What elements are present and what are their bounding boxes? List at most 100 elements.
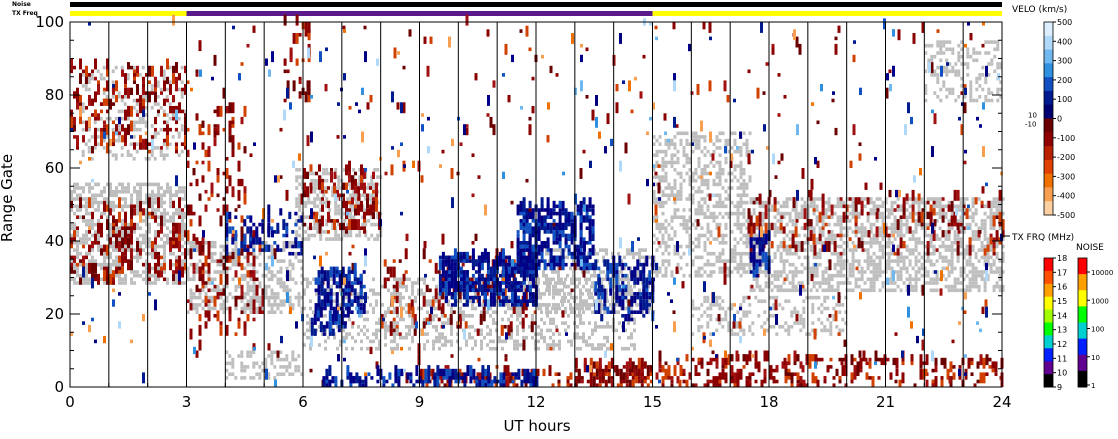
echo-cell <box>902 233 906 238</box>
echo-cell <box>945 40 949 44</box>
echo-cell <box>661 273 665 278</box>
echo-cell <box>606 339 609 344</box>
echo-cell <box>585 343 588 347</box>
echo-cell <box>824 288 828 293</box>
echo-cell <box>363 325 366 329</box>
echo-cell <box>141 120 145 125</box>
echo-cell <box>691 262 695 267</box>
echo-cell <box>823 306 827 311</box>
echo-cell <box>948 40 952 44</box>
echo-cell <box>142 219 145 223</box>
echo-cell <box>145 233 148 238</box>
echo-cell <box>240 299 244 303</box>
echo-cell <box>172 262 175 267</box>
echo-cell <box>545 306 548 311</box>
echo-cell <box>255 372 259 376</box>
echo-cell <box>929 241 933 245</box>
echo-cell <box>591 281 594 285</box>
echo-cell <box>824 208 828 212</box>
echo-cell <box>261 361 265 366</box>
echo-cell <box>70 255 73 260</box>
echo-cell <box>94 193 97 198</box>
echo-cell <box>992 226 996 230</box>
echo-cell <box>742 222 746 227</box>
echo-cell <box>679 175 683 179</box>
echo-cell <box>73 182 76 187</box>
echo-cell <box>984 40 988 44</box>
echo-cell <box>605 292 608 296</box>
echo-cell <box>537 325 540 329</box>
echo-cell <box>712 219 716 223</box>
echo-cell <box>688 197 692 201</box>
echo-cell <box>945 87 949 92</box>
echo-cell <box>358 230 362 234</box>
echo-cell <box>929 251 933 256</box>
echo-cell <box>785 197 789 201</box>
echo-cell <box>827 277 831 282</box>
echo-cell <box>724 178 728 183</box>
echo-cell <box>820 303 824 307</box>
echo-cell <box>139 241 142 245</box>
echo-cell <box>950 211 954 216</box>
echo-cell <box>166 241 169 245</box>
echo-cell <box>294 281 298 285</box>
echo-cell <box>82 186 85 190</box>
echo-cell <box>316 182 320 187</box>
echo-cell <box>679 244 683 249</box>
echo-cell <box>787 299 791 303</box>
echo-cell <box>384 328 387 333</box>
echo-cell <box>566 273 569 278</box>
echo-cell <box>706 208 710 212</box>
echo-cell <box>905 255 909 260</box>
echo-cell <box>661 189 665 194</box>
echo-cell <box>192 306 196 311</box>
echo-cell <box>658 142 662 146</box>
echo-cell <box>647 284 650 289</box>
echo-cell <box>694 208 698 212</box>
echo-cell <box>213 306 217 311</box>
echo-cell <box>745 200 749 205</box>
echo-cell <box>667 193 671 198</box>
echo-cell <box>773 251 777 256</box>
echo-cell <box>664 273 668 278</box>
echo-cell <box>294 251 298 256</box>
echo-cell <box>673 230 677 234</box>
echo-cell <box>941 241 945 245</box>
echo-cell <box>872 284 876 289</box>
echo-cell <box>552 339 555 344</box>
echo-cell <box>800 226 804 230</box>
echo-cell <box>546 303 549 307</box>
echo-cell <box>471 346 474 351</box>
echo-cell <box>764 281 768 285</box>
echo-cell <box>667 142 671 146</box>
echo-cell <box>79 215 82 219</box>
echo-cell <box>124 219 127 227</box>
echo-cell <box>785 277 789 282</box>
echo-cell <box>255 310 259 314</box>
echo-cell <box>658 222 662 227</box>
echo-cell <box>97 204 100 209</box>
echo-cell <box>501 339 504 344</box>
echo-cell <box>691 135 695 139</box>
echo-cell <box>908 215 912 219</box>
echo-cell <box>917 270 921 274</box>
echo-cell <box>779 211 783 216</box>
echo-cell <box>899 219 903 223</box>
echo-cell <box>408 314 411 318</box>
echo-cell <box>79 259 82 263</box>
echo-cell <box>337 182 341 187</box>
echo-cell <box>300 266 304 271</box>
echo-cell <box>742 186 746 190</box>
echo-cell <box>803 200 807 205</box>
echo-cell <box>133 255 136 260</box>
echo-cell <box>297 292 301 296</box>
echo-cell <box>560 248 563 252</box>
echo-cell <box>76 262 79 267</box>
echo-cell <box>718 270 722 274</box>
echo-cell <box>396 328 399 333</box>
echo-cell <box>276 306 280 311</box>
echo-cell <box>709 306 713 311</box>
echo-cell <box>70 189 73 194</box>
echo-cell <box>887 255 891 260</box>
echo-cell <box>697 138 701 143</box>
